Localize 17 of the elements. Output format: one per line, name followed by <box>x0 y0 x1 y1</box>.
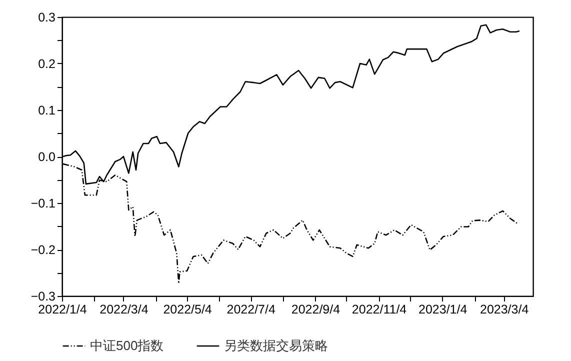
y-tick-label: −0.1 <box>30 196 56 210</box>
x-tick-label: 2022/5/4 <box>163 302 212 316</box>
y-tick-label: 0.0 <box>38 150 56 164</box>
y-tick-label: 0.1 <box>38 104 56 118</box>
legend-label: 中证500指数 <box>90 338 164 353</box>
y-tick-label: −0.2 <box>30 243 56 257</box>
x-tick-label: 2022/11/4 <box>352 302 407 316</box>
x-tick-label: 2022/3/4 <box>100 302 148 316</box>
x-tick-label: 2022/7/4 <box>226 302 276 316</box>
y-tick-label: 0.3 <box>38 10 56 24</box>
x-tick-label: 2023/1/4 <box>418 302 468 316</box>
legend-label: 另类数据交易策略 <box>224 338 328 353</box>
x-tick-label: 2022/9/4 <box>291 302 340 316</box>
x-tick-label: 2023/3/4 <box>480 302 529 316</box>
x-tick-label: 2022/1/4 <box>38 302 87 316</box>
y-tick-label: −0.3 <box>30 290 56 304</box>
y-tick-label: 0.2 <box>38 57 56 71</box>
